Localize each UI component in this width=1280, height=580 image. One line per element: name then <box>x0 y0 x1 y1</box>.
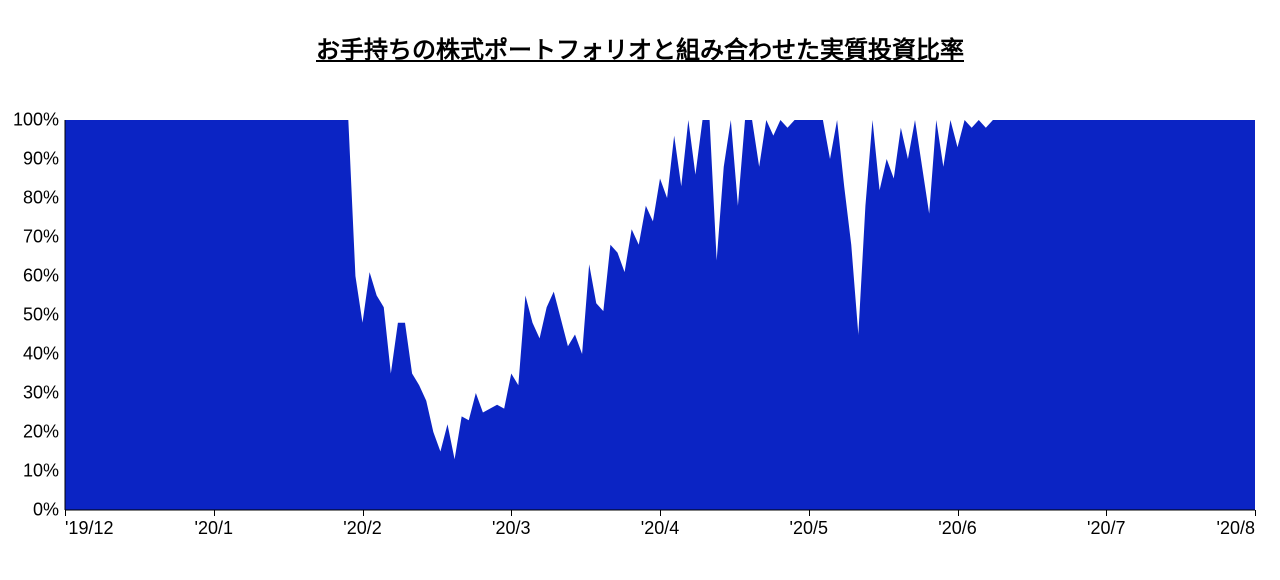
x-tick-mark <box>214 510 215 516</box>
x-tick-mark <box>958 510 959 516</box>
x-tick-mark <box>363 510 364 516</box>
y-tick-label: 70% <box>23 227 65 248</box>
chart-container: お手持ちの株式ポートフォリオと組み合わせた実質投資比率 0%10%20%30%4… <box>0 0 1280 580</box>
x-tick-mark <box>1106 510 1107 516</box>
chart-title: お手持ちの株式ポートフォリオと組み合わせた実質投資比率 <box>0 30 1280 65</box>
y-tick-label: 30% <box>23 383 65 404</box>
y-tick-label: 90% <box>23 149 65 170</box>
y-tick-label: 100% <box>13 110 65 131</box>
y-tick-label: 60% <box>23 266 65 287</box>
x-tick-label: '19/12 <box>65 510 113 539</box>
y-tick-label: 80% <box>23 188 65 209</box>
area-fill <box>65 120 1255 510</box>
x-tick-mark <box>1255 510 1256 516</box>
x-tick-mark <box>809 510 810 516</box>
y-tick-label: 0% <box>33 500 65 521</box>
area-polygon <box>65 120 1255 510</box>
x-tick-mark <box>65 510 66 516</box>
y-tick-label: 20% <box>23 422 65 443</box>
plot-area: 0%10%20%30%40%50%60%70%80%90%100%'19/12'… <box>65 120 1255 510</box>
y-tick-label: 10% <box>23 461 65 482</box>
y-tick-label: 50% <box>23 305 65 326</box>
y-tick-label: 40% <box>23 344 65 365</box>
x-tick-mark <box>660 510 661 516</box>
x-tick-mark <box>511 510 512 516</box>
x-tick-label: '20/8 <box>1217 510 1255 539</box>
